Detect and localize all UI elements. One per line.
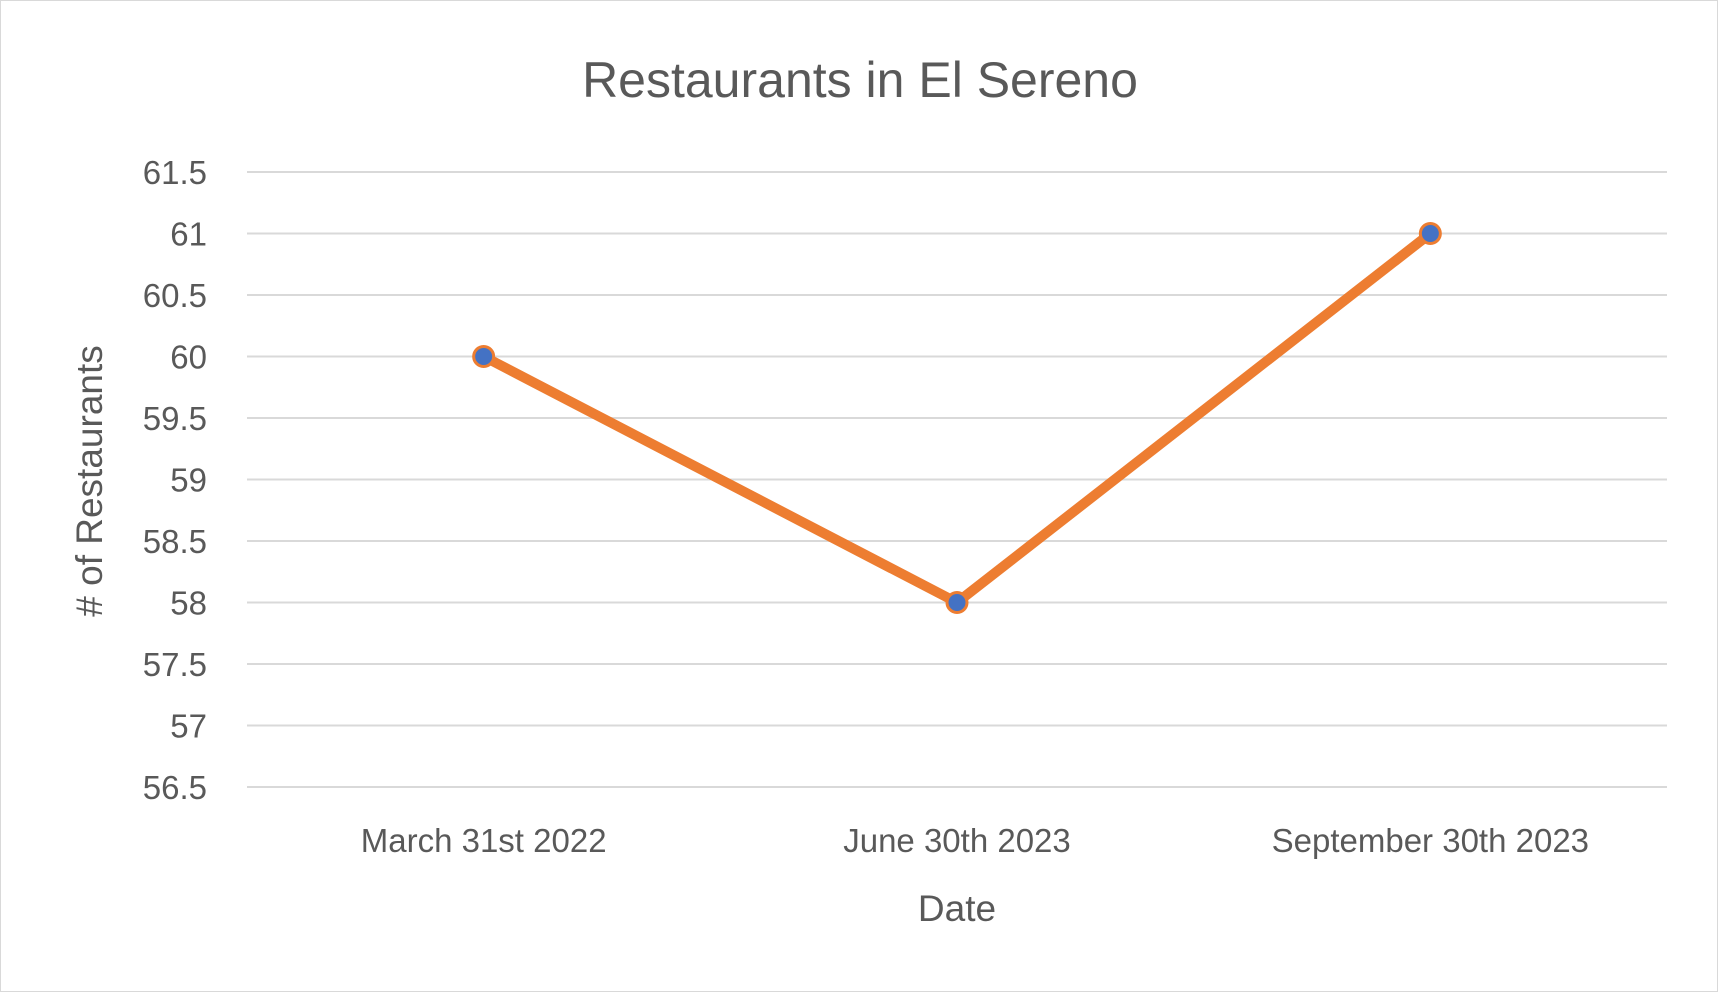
y-tick-label: 59: [170, 462, 207, 499]
y-tick-label: 57: [170, 708, 207, 745]
series-markers: [472, 222, 1442, 614]
data-point: [945, 591, 969, 614]
y-tick-label: 58.5: [143, 523, 207, 560]
data-point: [472, 345, 496, 368]
y-tick-label: 61: [170, 216, 207, 253]
y-tick-label: 56.5: [143, 769, 207, 806]
gridlines: [247, 171, 1667, 788]
y-tick-label: 57.5: [143, 646, 207, 683]
y-axis-ticks: 56.5 57 57.5 58 58.5 59 59.5 60 60.5 61 61.5: [143, 154, 207, 806]
x-axis-title: Date: [918, 888, 996, 929]
y-tick-label: 60.5: [143, 277, 207, 314]
chart-title: Restaurants in El Sereno: [582, 52, 1138, 108]
y-tick-label: 60: [170, 339, 207, 376]
y-tick-label: 59.5: [143, 400, 207, 437]
y-tick-label: 61.5: [143, 154, 207, 191]
data-point: [1418, 222, 1442, 245]
x-axis-ticks: March 31st 2022 June 30th 2023 September 3…: [361, 822, 1589, 859]
y-tick-label: 58: [170, 585, 207, 622]
y-axis-title: # of Restaurants: [69, 345, 110, 616]
x-tick-label: September 30th 2023: [1272, 822, 1589, 859]
x-tick-label: June 30th 2023: [843, 822, 1071, 859]
x-tick-label: March 31st 2022: [361, 822, 607, 859]
